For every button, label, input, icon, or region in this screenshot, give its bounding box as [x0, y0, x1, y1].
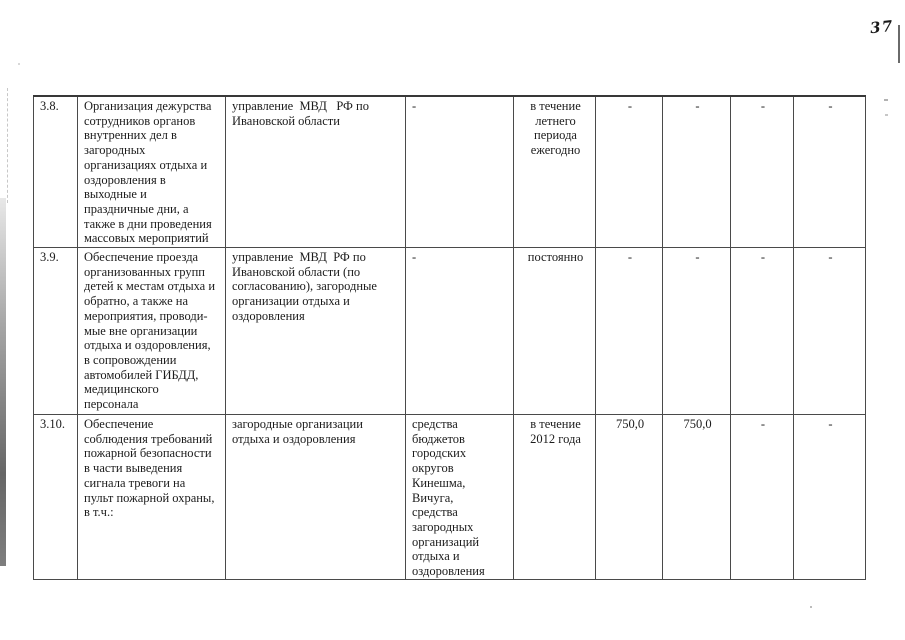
amount-cell: 750,0 [595, 414, 663, 580]
timing-cell: в течение 2012 года [513, 414, 596, 580]
amount-cell: - [730, 95, 794, 248]
program-activities-table: 3.8. Организация дежурства сотрудников о… [33, 95, 866, 580]
table-row: 3.10. Обеспечение соблюдения требований … [33, 414, 866, 580]
scan-edge-artifact [0, 198, 6, 566]
row-number-cell: 3.8. [33, 95, 78, 248]
responsible-cell: управление МВД РФ по Ивановской области [225, 95, 406, 248]
amount-cell: - [793, 95, 866, 248]
activity-cell: Обеспечение проезда организованных групп… [77, 247, 226, 415]
funding-source-cell: - [405, 247, 514, 415]
amount-cell: - [730, 414, 794, 580]
responsible-cell: загородные организации отдыха и оздоровл… [225, 414, 406, 580]
scan-speck-artifact [18, 63, 20, 65]
amount-cell: - [793, 414, 866, 580]
amount-cell: - [662, 247, 731, 415]
amount-cell: - [662, 95, 731, 248]
amount-cell: - [595, 95, 663, 248]
scan-speck-artifact [884, 99, 888, 101]
scan-speck-artifact [885, 114, 888, 116]
table-row: 3.8. Организация дежурства сотрудников о… [33, 95, 866, 248]
scan-edge-artifact [7, 88, 8, 203]
scan-speck-artifact [810, 606, 812, 608]
timing-cell: постоянно [513, 247, 596, 415]
table-row: 3.9. Обеспечение проезда организованных … [33, 247, 866, 415]
responsible-cell: управление МВД РФ по Ивановской области … [225, 247, 406, 415]
activity-cell: Организация дежурства сотрудников органо… [77, 95, 226, 248]
handwritten-page-number: 37 [869, 16, 895, 38]
funding-source-cell: средства бюджетов городских округов Кине… [405, 414, 514, 580]
funding-source-cell: - [405, 95, 514, 248]
row-number-cell: 3.10. [33, 414, 78, 580]
amount-cell: - [595, 247, 663, 415]
row-number-cell: 3.9. [33, 247, 78, 415]
amount-cell: 750,0 [662, 414, 731, 580]
amount-cell: - [730, 247, 794, 415]
scan-edge-artifact [898, 25, 900, 63]
timing-cell: в течение летнего периода ежегодно [513, 95, 596, 248]
activity-cell: Обеспечение соблюдения требований пожарн… [77, 414, 226, 580]
amount-cell: - [793, 247, 866, 415]
